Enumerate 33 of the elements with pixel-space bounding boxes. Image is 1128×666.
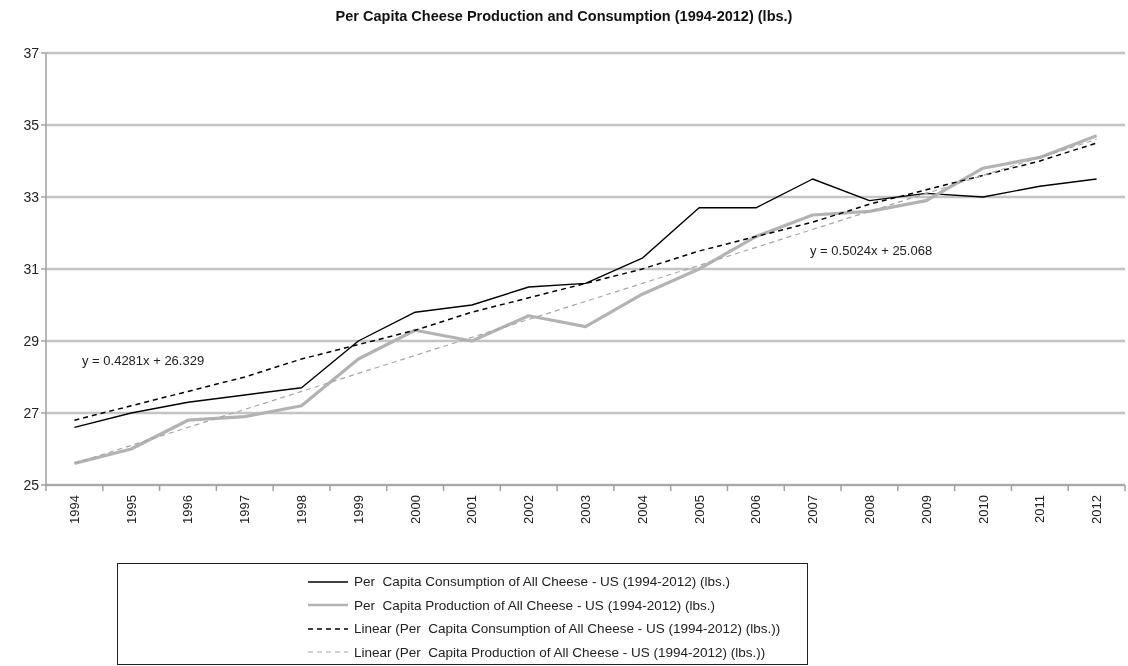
x-tick-label: 1994 <box>66 495 82 524</box>
x-tick-label: 2007 <box>805 495 821 524</box>
x-tick-label: 2006 <box>748 495 764 524</box>
x-tick-label: 2010 <box>975 495 991 524</box>
x-tick-label: 2003 <box>578 495 593 524</box>
annotation: y = 0.4281x + 26.329 <box>82 353 205 368</box>
chart-title: Per Capita Cheese Production and Consumption (1994-2012) (lbs.) <box>334 8 794 24</box>
legend-label: Per Capita Production of All Cheese - US (1994-2012) (lbs.) <box>354 597 715 613</box>
x-tick-label: 2004 <box>634 495 650 524</box>
x-tick-label: 1999 <box>350 495 366 524</box>
y-tick-label: 37 <box>23 44 40 61</box>
x-tick-label: 1998 <box>294 495 310 524</box>
x-tick-label: 2012 <box>1089 495 1105 524</box>
x-tick-label: 1997 <box>237 495 253 524</box>
x-tick-label: 2011 <box>1032 495 1048 523</box>
y-tick-label: 25 <box>23 476 40 493</box>
y-tick-label: 31 <box>23 260 40 277</box>
x-tick-label: 1996 <box>180 495 196 524</box>
x-tick-label: 2000 <box>407 495 423 524</box>
y-tick-label: 33 <box>23 188 40 205</box>
x-tick-label: 1995 <box>123 495 139 524</box>
legend-label: Linear (Per Capita Production of All Cheese - US (1994-2012) (lbs.)) <box>354 644 766 660</box>
x-tick-label: 2005 <box>691 495 707 524</box>
x-tick-label: 2002 <box>521 495 537 524</box>
x-tick-label: 2008 <box>861 495 877 524</box>
y-tick-label: 27 <box>23 404 40 421</box>
y-tick-label: 35 <box>23 116 40 133</box>
annotation: y = 0.5024x + 25.068 <box>810 243 933 258</box>
x-tick-label: 2001 <box>464 495 480 524</box>
x-tick-label: 2009 <box>918 495 934 524</box>
legend-label: Per Capita Consumption of All Cheese - US (1994-2012) (lbs.) <box>354 574 730 590</box>
y-tick-label: 29 <box>23 332 40 349</box>
legend-label: Linear (Per Capita Consumption of All Cheese - US (1994-2012) (lbs.)) <box>354 621 781 637</box>
